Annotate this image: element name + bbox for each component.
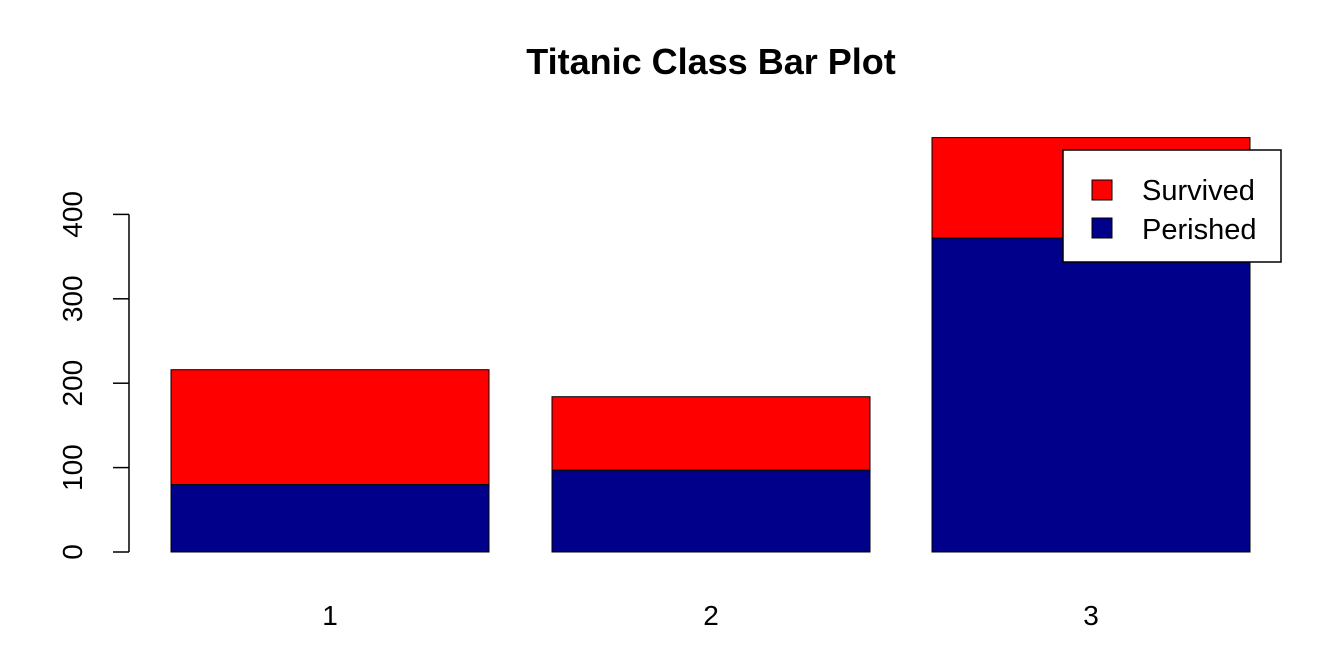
bar-survived-class-1 [170, 369, 490, 485]
y-tick-label-400: 400 [57, 191, 88, 238]
y-tick-label-0: 0 [57, 544, 88, 560]
y-tick-label-200: 200 [57, 360, 88, 407]
legend: Survived Perished [1062, 149, 1282, 263]
bar-perished-class-1 [170, 483, 490, 553]
y-axis: 0 100 200 300 400 [57, 191, 130, 560]
legend-label-survived: Survived [1142, 175, 1255, 207]
legend-swatch-survived [1091, 179, 1113, 201]
x-category-label-3: 3 [1083, 600, 1099, 631]
y-tick-label-100: 100 [57, 444, 88, 491]
x-category-label-1: 1 [322, 600, 338, 631]
legend-box [1062, 149, 1282, 263]
legend-swatch-perished [1091, 217, 1113, 239]
chart-title: Titanic Class Bar Plot [526, 41, 895, 82]
bar-perished-class-3 [931, 237, 1251, 553]
y-tick-label-300: 300 [57, 275, 88, 322]
x-category-label-2: 2 [703, 600, 719, 631]
x-axis-labels: 1 2 3 [322, 600, 1099, 631]
legend-label-perished: Perished [1142, 214, 1256, 246]
bar-survived-class-2 [551, 396, 871, 471]
bar-perished-class-2 [551, 469, 871, 553]
